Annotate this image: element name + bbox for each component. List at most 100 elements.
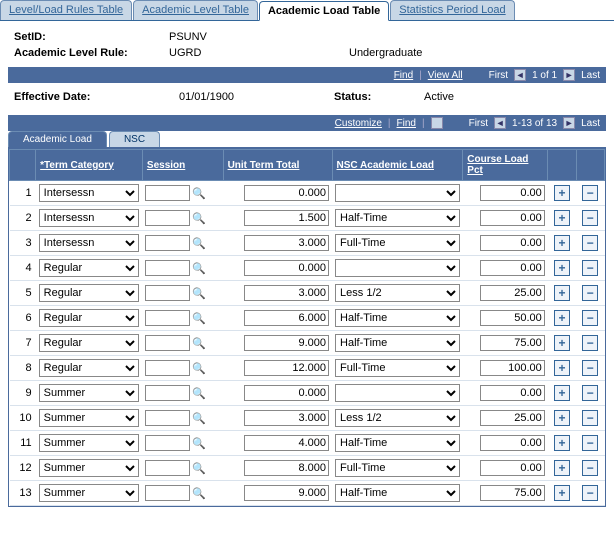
col-term[interactable]: *Term Category xyxy=(36,150,143,181)
nsc-load-select[interactable]: Half-TimeFull-TimeLess 1/2 xyxy=(335,409,460,427)
remove-row-button[interactable]: − xyxy=(582,385,598,401)
course-load-pct-input[interactable] xyxy=(480,285,545,301)
lookup-icon[interactable]: 🔍 xyxy=(192,362,206,375)
nsc-load-select[interactable]: Half-TimeFull-TimeLess 1/2 xyxy=(335,209,460,227)
course-load-pct-input[interactable] xyxy=(480,410,545,426)
lookup-icon[interactable]: 🔍 xyxy=(192,187,206,200)
session-input[interactable] xyxy=(145,485,190,501)
inner-tab[interactable]: NSC xyxy=(109,131,160,147)
nsc-load-select[interactable]: Half-TimeFull-TimeLess 1/2 xyxy=(335,384,460,402)
session-input[interactable] xyxy=(145,310,190,326)
add-row-button[interactable]: + xyxy=(554,210,570,226)
term-category-select[interactable]: IntersessnRegularSummer xyxy=(39,259,140,277)
nsc-load-select[interactable]: Half-TimeFull-TimeLess 1/2 xyxy=(335,359,460,377)
term-category-select[interactable]: IntersessnRegularSummer xyxy=(39,284,140,302)
remove-row-button[interactable]: − xyxy=(582,435,598,451)
unit-term-total-input[interactable] xyxy=(244,385,329,401)
col-utt[interactable]: Unit Term Total xyxy=(223,150,332,181)
lookup-icon[interactable]: 🔍 xyxy=(192,437,206,450)
remove-row-button[interactable]: − xyxy=(582,410,598,426)
col-session[interactable]: Session xyxy=(142,150,223,181)
add-row-button[interactable]: + xyxy=(554,460,570,476)
course-load-pct-input[interactable] xyxy=(480,385,545,401)
nsc-load-select[interactable]: Half-TimeFull-TimeLess 1/2 xyxy=(335,234,460,252)
unit-term-total-input[interactable] xyxy=(244,460,329,476)
nsc-load-select[interactable]: Half-TimeFull-TimeLess 1/2 xyxy=(335,259,460,277)
nsc-load-select[interactable]: Half-TimeFull-TimeLess 1/2 xyxy=(335,484,460,502)
add-row-button[interactable]: + xyxy=(554,485,570,501)
add-row-button[interactable]: + xyxy=(554,435,570,451)
nsc-load-select[interactable]: Half-TimeFull-TimeLess 1/2 xyxy=(335,334,460,352)
session-input[interactable] xyxy=(145,410,190,426)
course-load-pct-input[interactable] xyxy=(480,310,545,326)
remove-row-button[interactable]: − xyxy=(582,485,598,501)
add-row-button[interactable]: + xyxy=(554,385,570,401)
col-clp[interactable]: Course Load Pct xyxy=(463,150,548,181)
lookup-icon[interactable]: 🔍 xyxy=(192,212,206,225)
page-tab[interactable]: Level/Load Rules Table xyxy=(0,0,132,20)
session-input[interactable] xyxy=(145,285,190,301)
unit-term-total-input[interactable] xyxy=(244,310,329,326)
customize-link[interactable]: Customize xyxy=(335,118,382,129)
nsc-load-select[interactable]: Half-TimeFull-TimeLess 1/2 xyxy=(335,309,460,327)
remove-row-button[interactable]: − xyxy=(582,285,598,301)
remove-row-button[interactable]: − xyxy=(582,185,598,201)
unit-term-total-input[interactable] xyxy=(244,185,329,201)
add-row-button[interactable]: + xyxy=(554,235,570,251)
session-input[interactable] xyxy=(145,260,190,276)
lookup-icon[interactable]: 🔍 xyxy=(192,487,206,500)
nsc-load-select[interactable]: Half-TimeFull-TimeLess 1/2 xyxy=(335,459,460,477)
term-category-select[interactable]: IntersessnRegularSummer xyxy=(39,309,140,327)
add-row-button[interactable]: + xyxy=(554,335,570,351)
prev-icon[interactable]: ◄ xyxy=(514,69,526,81)
session-input[interactable] xyxy=(145,360,190,376)
remove-row-button[interactable]: − xyxy=(582,210,598,226)
term-category-select[interactable]: IntersessnRegularSummer xyxy=(39,334,140,352)
page-tab[interactable]: Academic Level Table xyxy=(133,0,258,20)
col-nsc[interactable]: NSC Academic Load xyxy=(332,150,463,181)
remove-row-button[interactable]: − xyxy=(582,460,598,476)
course-load-pct-input[interactable] xyxy=(480,260,545,276)
unit-term-total-input[interactable] xyxy=(244,360,329,376)
term-category-select[interactable]: IntersessnRegularSummer xyxy=(39,459,140,477)
nsc-load-select[interactable]: Half-TimeFull-TimeLess 1/2 xyxy=(335,284,460,302)
find-link[interactable]: Find xyxy=(394,70,413,81)
lookup-icon[interactable]: 🔍 xyxy=(192,237,206,250)
nsc-load-select[interactable]: Half-TimeFull-TimeLess 1/2 xyxy=(335,184,460,202)
viewall-link[interactable]: View All xyxy=(428,70,463,81)
course-load-pct-input[interactable] xyxy=(480,460,545,476)
lookup-icon[interactable]: 🔍 xyxy=(192,287,206,300)
unit-term-total-input[interactable] xyxy=(244,235,329,251)
add-row-button[interactable]: + xyxy=(554,285,570,301)
session-input[interactable] xyxy=(145,210,190,226)
remove-row-button[interactable]: − xyxy=(582,335,598,351)
grid-next-icon[interactable]: ► xyxy=(563,117,575,129)
grid-prev-icon[interactable]: ◄ xyxy=(494,117,506,129)
lookup-icon[interactable]: 🔍 xyxy=(192,387,206,400)
unit-term-total-input[interactable] xyxy=(244,410,329,426)
remove-row-button[interactable]: − xyxy=(582,310,598,326)
add-row-button[interactable]: + xyxy=(554,360,570,376)
inner-tab[interactable]: Academic Load xyxy=(8,131,107,147)
unit-term-total-input[interactable] xyxy=(244,210,329,226)
lookup-icon[interactable]: 🔍 xyxy=(192,337,206,350)
add-row-button[interactable]: + xyxy=(554,310,570,326)
page-tab[interactable]: Statistics Period Load xyxy=(390,0,514,20)
grid-settings-icon[interactable] xyxy=(431,117,443,129)
session-input[interactable] xyxy=(145,435,190,451)
course-load-pct-input[interactable] xyxy=(480,335,545,351)
unit-term-total-input[interactable] xyxy=(244,260,329,276)
course-load-pct-input[interactable] xyxy=(480,210,545,226)
add-row-button[interactable]: + xyxy=(554,185,570,201)
course-load-pct-input[interactable] xyxy=(480,185,545,201)
remove-row-button[interactable]: − xyxy=(582,260,598,276)
course-load-pct-input[interactable] xyxy=(480,485,545,501)
session-input[interactable] xyxy=(145,335,190,351)
term-category-select[interactable]: IntersessnRegularSummer xyxy=(39,384,140,402)
term-category-select[interactable]: IntersessnRegularSummer xyxy=(39,484,140,502)
unit-term-total-input[interactable] xyxy=(244,285,329,301)
session-input[interactable] xyxy=(145,235,190,251)
unit-term-total-input[interactable] xyxy=(244,435,329,451)
term-category-select[interactable]: IntersessnRegularSummer xyxy=(39,409,140,427)
session-input[interactable] xyxy=(145,460,190,476)
